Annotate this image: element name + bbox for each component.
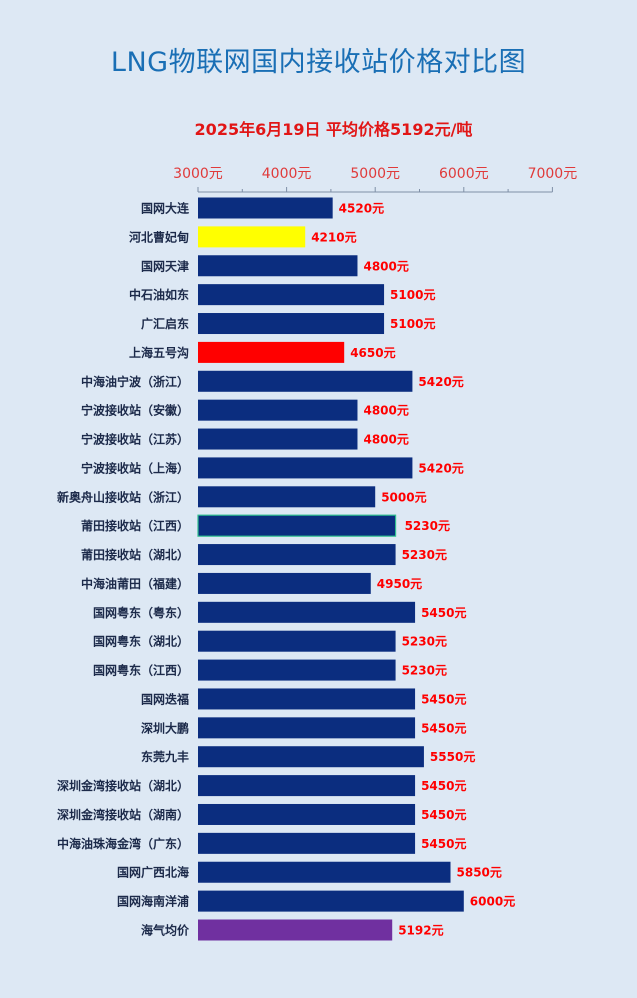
value-label: 5450元 (421, 721, 466, 735)
category-label: 国网广西北海 (117, 865, 189, 880)
value-label: 4800元 (363, 404, 408, 418)
chart-subtitle: 2025年6月19日 平均价格5192元/吨 (194, 120, 473, 139)
value-label: 5450元 (421, 692, 466, 706)
value-label: 4520元 (339, 202, 384, 216)
category-label: 莆田接收站（江西） (81, 518, 189, 533)
bar (198, 803, 416, 825)
category-label: 国网大连 (141, 201, 190, 216)
value-label: 5192元 (398, 924, 443, 938)
bar (198, 688, 416, 710)
x-tick-label: 5000元 (350, 166, 400, 182)
value-label: 5100元 (390, 317, 435, 331)
category-label: 国网粤东（江西） (93, 663, 189, 678)
page-title: LNG物联网国内接收站价格对比图 (110, 47, 527, 78)
x-tick-label: 7000元 (528, 166, 578, 182)
category-label: 宁波接收站（上海） (81, 460, 189, 475)
value-label: 5100元 (390, 288, 435, 302)
bar (198, 572, 371, 594)
value-label: 5450元 (421, 837, 466, 851)
bar (198, 630, 396, 652)
value-label: 4650元 (350, 346, 395, 360)
category-label: 深圳大鹏 (141, 720, 189, 735)
bar (198, 255, 358, 277)
category-label: 东莞九丰 (141, 749, 189, 764)
bar (198, 313, 385, 335)
bar (198, 370, 413, 392)
bar (198, 226, 306, 248)
value-label: 5230元 (402, 664, 447, 678)
bar (198, 890, 464, 912)
value-label: 5420元 (418, 461, 463, 475)
bar (198, 428, 358, 450)
bars (197, 197, 464, 941)
x-tick-label: 4000元 (262, 166, 312, 182)
value-label: 4800元 (363, 433, 408, 447)
bar (198, 832, 416, 854)
category-label: 中海油莆田（福建） (81, 576, 189, 591)
value-label: 4800元 (363, 259, 408, 273)
value-label: 5230元 (405, 519, 450, 533)
category-label: 国网粤东（湖北） (93, 634, 189, 649)
category-label: 河北曹妃甸 (128, 229, 189, 244)
bar (198, 775, 416, 797)
category-label: 宁波接收站（安徽） (81, 403, 189, 418)
value-label: 5550元 (430, 750, 475, 764)
category-label: 海气均价 (141, 923, 190, 938)
category-label: 上海五号沟 (129, 345, 189, 360)
x-tick-label: 6000元 (439, 166, 489, 182)
category-label: 深圳金湾接收站（湖北） (57, 778, 189, 793)
bar (198, 601, 416, 623)
value-label: 5420元 (418, 375, 463, 389)
bar (198, 659, 396, 681)
x-axis: 3000元 4000元 5000元 6000元 7000元 (173, 166, 578, 193)
category-label: 中海油珠海金湾（广东） (57, 836, 189, 851)
bar (198, 197, 333, 219)
bar (198, 919, 393, 941)
bar (198, 284, 385, 306)
bar (197, 514, 397, 537)
category-label: 莆田接收站（湖北） (81, 547, 189, 562)
category-label: 国网海南洋浦 (117, 894, 189, 909)
category-label: 宁波接收站（江苏） (81, 432, 189, 447)
category-label: 中石油如东 (129, 287, 189, 302)
bar (198, 486, 376, 508)
bar (198, 457, 413, 479)
value-label: 5850元 (457, 866, 502, 880)
category-label: 深圳金湾接收站（湖南） (57, 807, 189, 822)
bar (198, 341, 345, 363)
value-label: 4950元 (377, 577, 422, 591)
category-label: 国网粤东（粤东） (93, 605, 189, 620)
value-label: 6000元 (470, 895, 515, 909)
value-label: 5230元 (402, 548, 447, 562)
value-label: 5000元 (381, 490, 426, 504)
x-tick-label: 3000元 (173, 166, 223, 182)
bar (198, 746, 424, 768)
category-label: 国网迭福 (141, 691, 189, 706)
value-label: 5450元 (421, 779, 466, 793)
bar (198, 717, 416, 739)
value-label: 4210元 (311, 230, 356, 244)
category-label: 中海油宁波（浙江） (81, 374, 189, 389)
bar (198, 544, 396, 566)
category-label: 国网天津 (141, 258, 189, 273)
value-label: 5450元 (421, 606, 466, 620)
bar (198, 399, 358, 421)
bar (198, 861, 451, 883)
value-label: 5450元 (421, 808, 466, 822)
value-label: 5230元 (402, 635, 447, 649)
category-label: 新奥舟山接收站（浙江） (57, 489, 189, 504)
category-label: 广汇启东 (141, 316, 189, 331)
